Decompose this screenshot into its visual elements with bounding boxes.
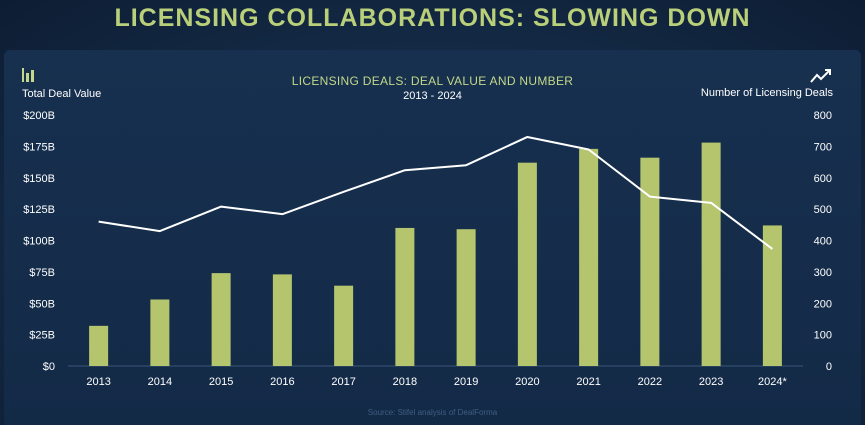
chart-title: LICENSING DEALS: DEAL VALUE AND NUMBER [291,74,574,88]
x-tick-label: 2015 [209,376,233,388]
right-axis-label: Number of Licensing Deals [700,87,833,99]
trend-line-icon [810,69,831,83]
x-tick-label: 2023 [699,376,723,388]
y-left-tick-label: $175B [23,141,55,153]
bar [89,325,109,366]
bar [211,273,231,366]
y-right-tick-label: 500 [814,204,832,216]
x-tick-label: 2013 [86,376,110,388]
bar [272,274,292,366]
y-right-tick-label: 200 [814,298,832,310]
y-right-tick-label: 100 [814,330,832,342]
y-right-tick-label: 0 [826,361,832,373]
y-left-tick-label: $200B [23,110,55,122]
bar [640,157,660,366]
x-tick-label: 2022 [638,376,662,388]
y-right-tick-label: 600 [814,173,832,185]
bar [334,285,354,366]
x-tick-label: 2021 [576,376,600,388]
source-note: Source: Stifel analysis of DealForma [367,408,498,417]
y-right-tick-label: 800 [814,110,832,122]
x-tick-label: 2018 [393,376,417,388]
x-tick-label: 2017 [331,376,355,388]
x-tick-label: 2014 [148,376,172,388]
y-left-tick-label: $0 [43,361,55,373]
slide-title: LICENSING COLLABORATIONS: SLOWING DOWN [114,4,751,32]
x-tick-label: 2016 [270,376,294,388]
y-right-tick-label: 700 [814,141,832,153]
bar [150,299,170,366]
y-left-tick-label: $150B [23,173,55,185]
bar [517,162,537,366]
chart-subtitle: 2013 - 2024 [403,90,462,102]
y-left-tick-label: $25B [29,330,55,342]
x-tick-label: 2024* [758,376,787,388]
bar-chart-icon [22,68,34,82]
bar [579,148,599,366]
deals-line [98,135,773,250]
y-left-tick-label: $100B [23,236,55,248]
y-left-tick-label: $125B [23,204,55,216]
bar [701,142,721,366]
x-tick-label: 2019 [454,376,478,388]
y-left-tick-label: $75B [29,267,55,279]
y-right-tick-label: 300 [814,267,832,279]
bar [762,225,782,366]
y-right-tick-label: 400 [814,236,832,248]
bar [456,229,476,366]
bar [395,227,415,366]
left-axis-label: Total Deal Value [22,88,102,100]
x-tick-label: 2020 [515,376,539,388]
y-left-tick-label: $50B [29,298,55,310]
